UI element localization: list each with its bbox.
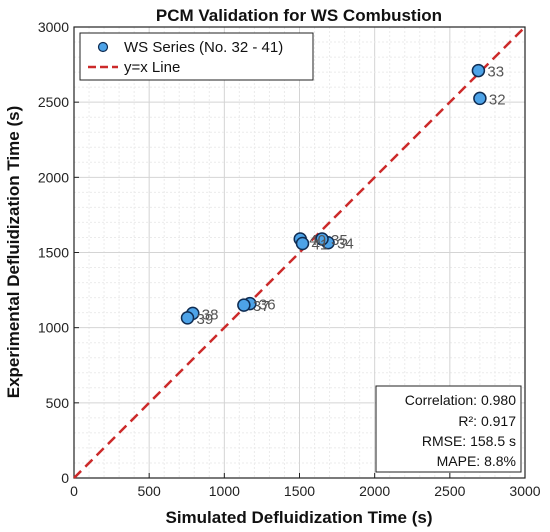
x-tick-label: 0 — [70, 483, 78, 499]
point-label-37: 37 — [253, 298, 270, 315]
y-tick-label: 2500 — [38, 94, 69, 110]
x-tick-label: 500 — [137, 483, 161, 499]
legend-box — [79, 32, 314, 81]
point-label-34: 34 — [337, 236, 354, 253]
y-tick-label: 500 — [46, 395, 70, 411]
point-label-41: 41 — [312, 236, 329, 253]
stats-r-squared: R²: 0.917 — [458, 413, 516, 429]
stats-correlation: Correlation: 0.980 — [405, 392, 517, 408]
y-equals-x-line — [73, 26, 526, 479]
data-point-35 — [315, 232, 329, 246]
x-tick-label: 2500 — [434, 483, 465, 499]
x-tick-label: 2000 — [359, 483, 390, 499]
y-tick-label: 1500 — [38, 245, 69, 261]
point-label-32: 32 — [489, 91, 506, 108]
point-label-40: 40 — [309, 232, 326, 249]
point-label-33: 33 — [487, 64, 504, 81]
y-tick-label: 2000 — [38, 169, 69, 185]
data-point-32 — [473, 91, 487, 106]
data-point-39 — [180, 311, 195, 325]
data-point-33 — [471, 63, 486, 78]
x-tick-label: 1000 — [209, 483, 240, 499]
point-label-35: 35 — [331, 232, 348, 249]
x-tick-label: 3000 — [509, 483, 540, 499]
stats-rmse: RMSE: 158.5 s — [422, 433, 516, 449]
y-axis-title: Experimental Defluidization Time (s) — [4, 106, 23, 399]
point-label-38: 38 — [202, 306, 219, 323]
data-point-37 — [237, 298, 251, 312]
y-tick-label: 1000 — [38, 320, 69, 336]
legend: WS Series (No. 32 - 41) y=x Line — [79, 32, 314, 81]
legend-marker-ws-series — [97, 41, 109, 53]
point-label-39: 39 — [197, 311, 214, 328]
legend-label-ws-series: WS Series (No. 32 - 41) — [124, 39, 283, 56]
y-tick-label: 0 — [61, 470, 69, 486]
chart-title: PCM Validation for WS Combustion — [156, 6, 442, 25]
x-axis-title: Simulated Defluidization Time (s) — [166, 508, 433, 527]
point-label-36: 36 — [259, 297, 276, 314]
stats-box: Correlation: 0.980 R²: 0.917 RMSE: 158.5… — [375, 385, 522, 473]
y-tick-label: 3000 — [38, 19, 69, 35]
x-tick-label: 1500 — [284, 483, 315, 499]
legend-label-yx-line: y=x Line — [124, 59, 180, 76]
stats-mape: MAPE: 8.8% — [437, 453, 516, 469]
stats-box-frame — [375, 385, 522, 473]
data-point-41 — [295, 236, 310, 251]
axis-ticks: 0 500 1000 1500 2000 2500 3000 0 500 1000 1500 2000… — [38, 19, 541, 499]
